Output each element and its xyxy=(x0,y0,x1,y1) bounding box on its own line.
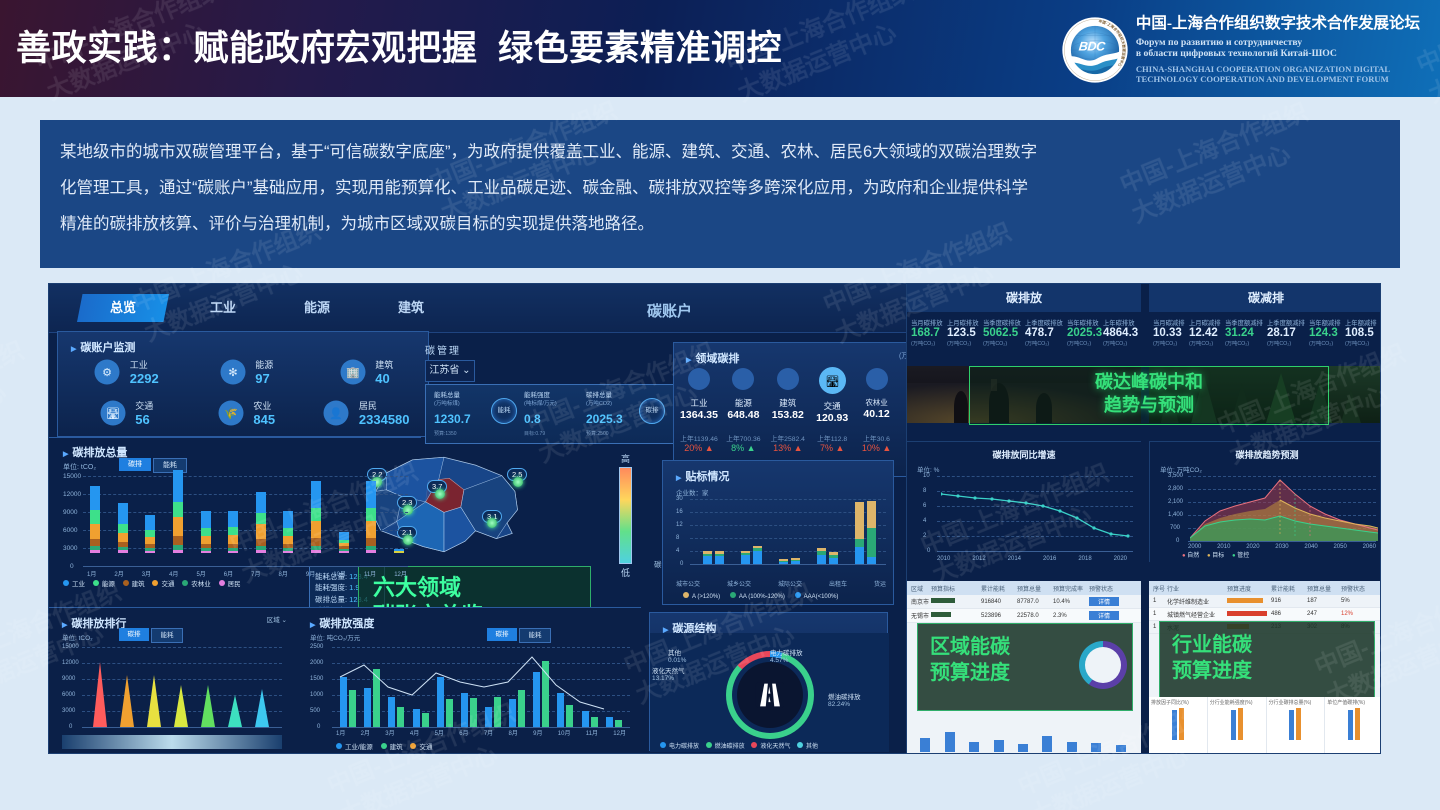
svg-text:🌾: 🌾 xyxy=(224,407,238,420)
svg-text:BDC: BDC xyxy=(1078,40,1107,54)
svg-text:🏢: 🏢 xyxy=(346,367,360,379)
svg-text:👤: 👤 xyxy=(330,407,344,420)
svg-text:🛣: 🛣 xyxy=(106,407,120,420)
svg-text:⚙: ⚙ xyxy=(102,367,112,379)
svg-text:🛣: 🛣 xyxy=(825,375,839,388)
svg-text:✻: ✻ xyxy=(228,367,237,379)
